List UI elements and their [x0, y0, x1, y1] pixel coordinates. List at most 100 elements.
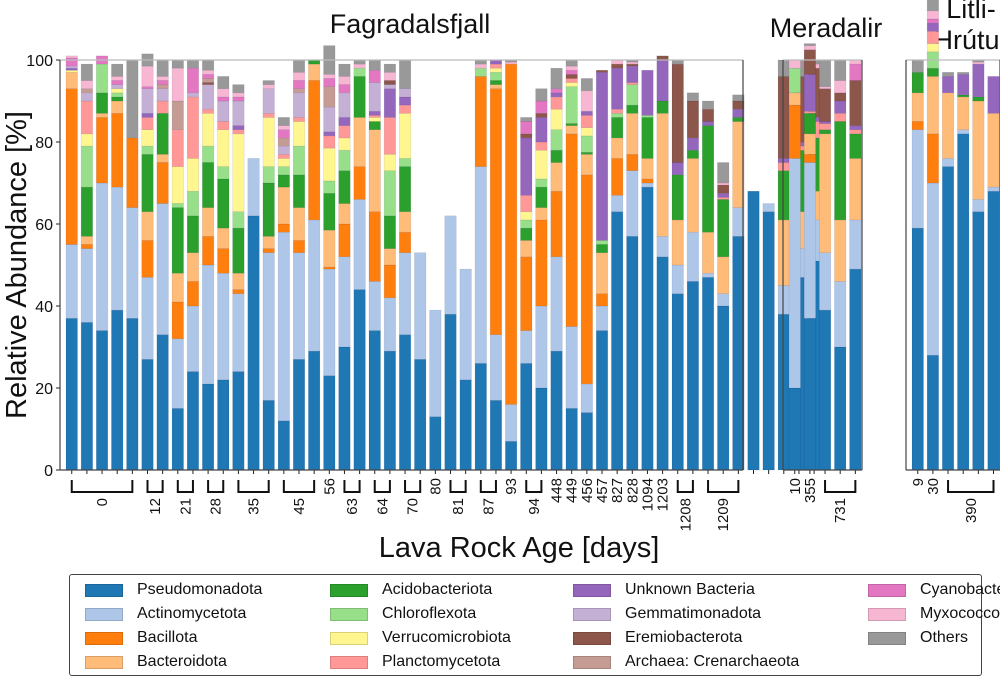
bar-segment-others: [186, 59, 199, 69]
bar-segment-gemmatimonadota: [202, 84, 215, 110]
bar-segment-unknown-bacteria: [926, 22, 939, 32]
legend-label: Bacteroidota: [137, 653, 227, 670]
bar-segment-others: [834, 59, 847, 81]
bar-segment-planctomycetota: [156, 100, 169, 114]
bar-stack: [911, 59, 924, 471]
bar-segment-bacteroidota: [626, 113, 639, 155]
bar-stack: [762, 203, 775, 471]
bar-stack: [732, 94, 745, 471]
bar-segment-pseudomonadota: [398, 334, 412, 471]
bar-segment-bacillota: [186, 281, 199, 307]
bar-segment-bacteroidota: [353, 117, 366, 167]
bar-stack: [671, 59, 684, 471]
bar-segment-others: [701, 100, 715, 110]
bar-segment-acidobacteriota: [849, 133, 862, 159]
bar-segment-acidobacteriota: [338, 170, 351, 204]
bar-segment-eremiobacterota: [686, 100, 699, 139]
bar-segment-bacillota: [80, 244, 93, 249]
bar-stack: [171, 59, 184, 471]
bar-segment-actinomycetota: [217, 272, 230, 381]
bar-segment-planctomycetota: [186, 96, 199, 159]
x-tick-label: 10: [787, 478, 804, 495]
bar-segment-archaea-crenarchaeota: [323, 86, 336, 108]
bar-segment-unknown-bacteria: [383, 88, 396, 118]
group-bracket: [207, 480, 225, 493]
bar-segment-chloroflexota: [338, 149, 351, 171]
bar-segment-bacillota: [156, 162, 169, 204]
bar-segment-bacillota: [788, 104, 801, 159]
legend-item: Chloroflexota: [330, 603, 476, 625]
x-tick-label: 1203: [655, 478, 672, 511]
bar-segment-others: [818, 59, 832, 87]
bar-segment-acidobacteriota: [957, 94, 970, 98]
bar-stack: [338, 63, 351, 471]
bar-segment-verrucomicrobiota: [262, 117, 275, 167]
bar-stack: [520, 117, 533, 471]
bar-segment-bacteroidota: [368, 129, 381, 212]
bar-segment-myxococcota: [926, 10, 939, 20]
bar-segment-cyanobacteriota: [156, 80, 169, 85]
bar-segment-pseudomonadota: [65, 317, 78, 471]
bar-segment-planctomycetota: [368, 115, 381, 118]
bar-segment-planctomycetota: [818, 123, 832, 131]
x-tick-label: 56: [321, 478, 338, 495]
bar-segment-bacillota: [911, 121, 924, 130]
bar-segment-pseudomonadota: [474, 363, 487, 471]
bar-segment-unknown-bacteria: [338, 117, 351, 126]
bar-segment-eremiobacterota: [732, 100, 745, 110]
bar-segment-actinomycetota: [489, 334, 503, 401]
bar-segment-bacteroidota: [217, 227, 230, 249]
bar-segment-myxococcota: [626, 61, 639, 65]
bar-segment-archaea-crenarchaeota: [156, 84, 169, 89]
bar-segment-actinomycetota: [535, 305, 548, 389]
bar-stack: [626, 59, 639, 471]
bar-segment-gemmatimonadota: [141, 88, 154, 114]
bar-segment-eremiobacterota: [626, 63, 639, 67]
bar-segment-actinomycetota: [972, 199, 985, 212]
x-tick-label: 63: [344, 498, 361, 515]
bar-segment-chloroflexota: [580, 135, 593, 153]
bar-stack: [459, 268, 472, 471]
bar-segment-others: [292, 59, 306, 73]
bar-segment-chloroflexota: [141, 145, 154, 155]
legend-label: Pseudomonadota: [137, 581, 263, 598]
bar-segment-bacteroidota: [80, 236, 93, 245]
legend-item: Acidobacteriota: [330, 579, 492, 601]
bar-segment-planctomycetota: [550, 96, 563, 110]
x-tick-label: 449: [564, 478, 581, 503]
bar-segment-planctomycetota: [383, 117, 396, 155]
bar-segment-myxococcota: [171, 67, 184, 102]
bar-segment-actinomycetota: [444, 215, 457, 315]
legend-item: Gemmatimonadota: [573, 603, 761, 625]
legend-swatch: [573, 631, 611, 645]
bar-segment-unknown-bacteria: [849, 125, 862, 130]
bar-segment-actinomycetota: [171, 338, 184, 409]
bar-segment-others: [803, 43, 816, 46]
bar-segment-cyanobacteriota: [111, 80, 124, 85]
bar-segment-others: [580, 78, 593, 92]
legend-swatch: [85, 655, 123, 669]
bar-stack: [656, 55, 669, 471]
bar-segment-pseudomonadota: [550, 350, 563, 471]
bar-segment-unknown-bacteria: [671, 162, 684, 176]
bar-stack: [80, 63, 93, 471]
bar-stack: [292, 59, 306, 471]
bar-segment-pseudomonadota: [595, 330, 609, 471]
bar-segment-unknown-bacteria: [717, 192, 730, 198]
bar-segment-planctomycetota: [580, 115, 593, 128]
bar-segment-myxococcota: [818, 86, 832, 90]
bar-segment-unknown-bacteria: [626, 65, 639, 83]
bar-segment-actinomycetota: [126, 207, 139, 319]
bar-segment-unknown-bacteria: [611, 67, 624, 110]
bar-segment-bacteroidota: [580, 154, 593, 176]
x-tick-label: 828: [624, 478, 641, 503]
bar-segment-gemmatimonadota: [398, 88, 412, 98]
bar-segment-planctomycetota: [849, 129, 862, 135]
bar-segment-verrucomicrobiota: [338, 137, 351, 151]
bar-segment-others: [671, 59, 684, 65]
legend-item: Bacillota: [85, 627, 197, 649]
bar-segment-unknown-bacteria: [489, 59, 503, 65]
bar-segment-pseudomonadota: [141, 358, 154, 471]
bar-segment-bacillota: [96, 117, 109, 184]
bar-segment-others: [926, 0, 939, 12]
